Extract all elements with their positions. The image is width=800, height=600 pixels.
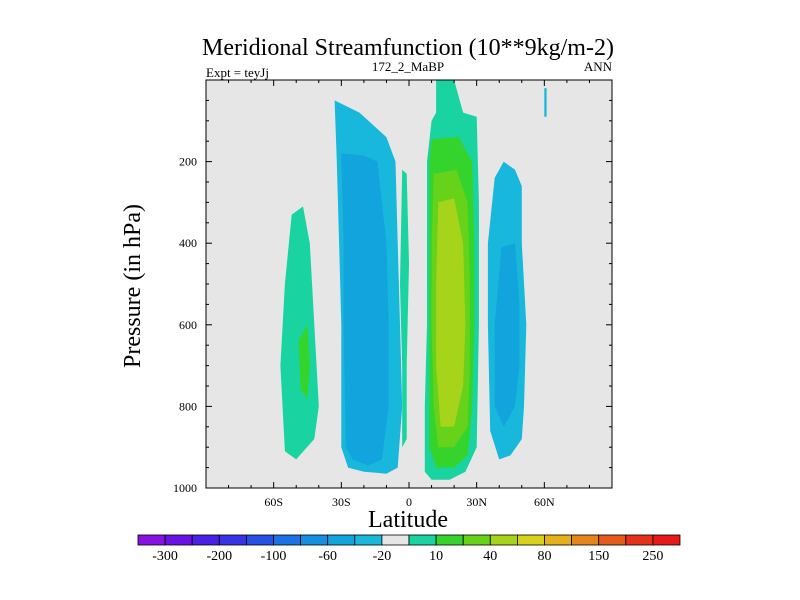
colorbar-label: -20	[373, 549, 392, 564]
chart-title: Meridional Streamfunction (10**9kg/m-2)	[202, 35, 614, 61]
colorbar-label: 80	[538, 549, 552, 564]
contour-sh-hadley-inner	[341, 153, 389, 466]
colorbar-swatch	[164, 534, 193, 546]
colorbar-swatch	[408, 534, 437, 546]
x-tick-label: 0	[406, 495, 412, 509]
colorbar-swatch	[435, 534, 464, 546]
x-tick-label: 30S	[332, 495, 351, 509]
y-axis: 200 400 600 800 1000	[173, 99, 612, 495]
colorbar-label: 40	[483, 549, 497, 564]
colorbar-swatch	[652, 534, 681, 546]
contour-nh-ferrel-inner	[494, 243, 520, 427]
colorbar-swatch	[544, 534, 573, 546]
contour-sh-ferrel-inner	[298, 324, 310, 399]
x-axis-label: Latitude	[368, 507, 448, 533]
contour-nh-hadley-l4	[436, 198, 466, 427]
colorbar-swatch	[598, 534, 627, 546]
y-tick-label: 1000	[173, 481, 197, 495]
y-tick-label: 600	[179, 318, 197, 332]
colorbar-label: -300	[152, 549, 178, 564]
contour-layer	[280, 80, 547, 480]
colorbar-swatch	[245, 534, 274, 546]
experiment-label: Expt = teyJj	[206, 65, 269, 80]
colorbar-label: -200	[206, 549, 232, 564]
colorbar-swatch	[571, 534, 600, 546]
y-axis-label: Pressure (in hPa)	[120, 204, 146, 368]
run-label: 172_2_MaBP	[372, 59, 444, 74]
x-tick-label: 60S	[264, 495, 283, 509]
colorbar-label: -100	[261, 549, 287, 564]
colorbar-swatch	[517, 534, 545, 546]
contour-polar-cell-trace	[544, 88, 547, 117]
contour-sh-ferrel-outer	[280, 206, 319, 460]
colorbar-swatch	[191, 534, 220, 546]
x-axis: 60S 30S 0 30N 60N	[228, 80, 590, 509]
colorbar-label: 150	[588, 549, 609, 564]
plot-background	[206, 80, 612, 488]
colorbar-swatch	[489, 534, 518, 546]
y-tick-label: 800	[179, 399, 197, 413]
season-label: ANN	[584, 59, 613, 74]
colorbar: -300 -200 -100 -60 -20 10 40 80 150 250	[137, 534, 681, 564]
x-tick-label: 60N	[534, 495, 555, 509]
colorbar-swatch	[218, 534, 247, 546]
colorbar-swatch	[327, 534, 356, 546]
colorbar-swatch	[625, 534, 654, 546]
colorbar-swatch	[381, 534, 410, 546]
colorbar-swatch	[354, 534, 383, 546]
colorbar-label: 10	[429, 549, 443, 564]
colorbar-label: 250	[642, 549, 663, 564]
colorbar-label: -60	[318, 549, 337, 564]
colorbar-swatch	[137, 534, 166, 546]
colorbar-swatch	[300, 534, 329, 546]
y-tick-label: 400	[179, 236, 197, 250]
colorbar-swatch	[462, 534, 491, 546]
colorbar-swatch	[273, 534, 302, 546]
x-tick-label: 30N	[466, 495, 487, 509]
y-tick-label: 200	[179, 155, 197, 169]
contour-equatorial-sliver	[400, 169, 409, 448]
